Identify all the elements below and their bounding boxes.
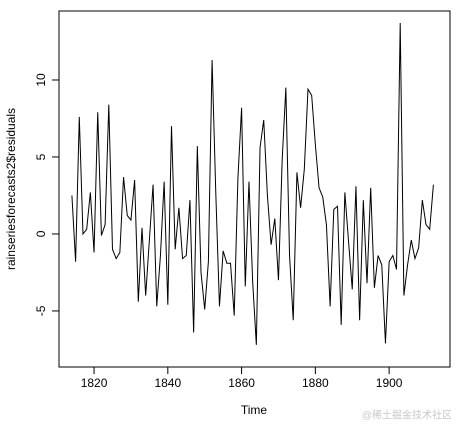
watermark: @稀土掘金技术社区 xyxy=(362,409,452,422)
series-line xyxy=(71,23,434,345)
y-tick-label: 5 xyxy=(34,153,48,160)
x-tick-label: 1840 xyxy=(154,376,181,390)
y-tick-label: 0 xyxy=(34,230,48,237)
x-axis-label: Time xyxy=(241,403,268,417)
x-tick-label: 1880 xyxy=(302,376,329,390)
x-tick-label: 1820 xyxy=(81,376,108,390)
y-axis-label: rainseriesforecasts2$residuals xyxy=(4,108,18,270)
x-tick-label: 1900 xyxy=(376,376,403,390)
x-tick-label: 1860 xyxy=(228,376,255,390)
y-tick-label: 10 xyxy=(34,73,48,87)
y-tick-label: -5 xyxy=(34,305,48,316)
